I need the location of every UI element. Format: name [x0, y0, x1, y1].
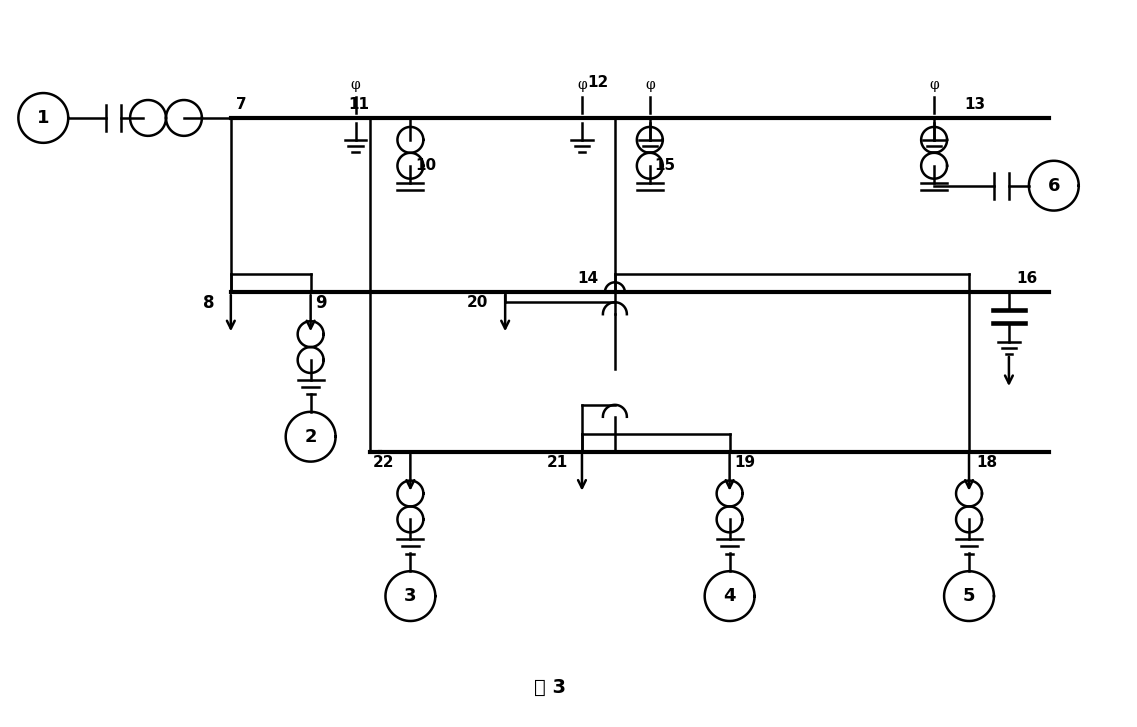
Text: 4: 4: [723, 587, 736, 605]
Text: 12: 12: [587, 75, 608, 90]
Text: φ: φ: [350, 78, 360, 92]
Text: φ: φ: [578, 78, 587, 92]
Text: 14: 14: [576, 271, 598, 286]
Text: 8: 8: [202, 294, 215, 312]
Text: 7: 7: [235, 97, 247, 112]
Text: 20: 20: [467, 295, 489, 310]
Text: 13: 13: [964, 97, 985, 112]
Text: 图 3: 图 3: [534, 678, 566, 697]
Text: 2: 2: [305, 427, 317, 446]
Text: 1: 1: [38, 109, 50, 127]
Text: 5: 5: [963, 587, 976, 605]
Text: 19: 19: [735, 454, 756, 470]
Text: φ: φ: [645, 78, 655, 92]
Text: 3: 3: [404, 587, 416, 605]
Text: 9: 9: [316, 294, 327, 312]
Text: 16: 16: [1015, 271, 1037, 286]
Text: 10: 10: [415, 158, 437, 173]
Text: 15: 15: [655, 158, 675, 173]
Text: 11: 11: [349, 97, 370, 112]
Text: 6: 6: [1047, 177, 1060, 195]
Text: 18: 18: [976, 454, 997, 470]
Text: 22: 22: [373, 454, 395, 470]
Text: φ: φ: [929, 78, 939, 92]
Text: 21: 21: [547, 454, 568, 470]
